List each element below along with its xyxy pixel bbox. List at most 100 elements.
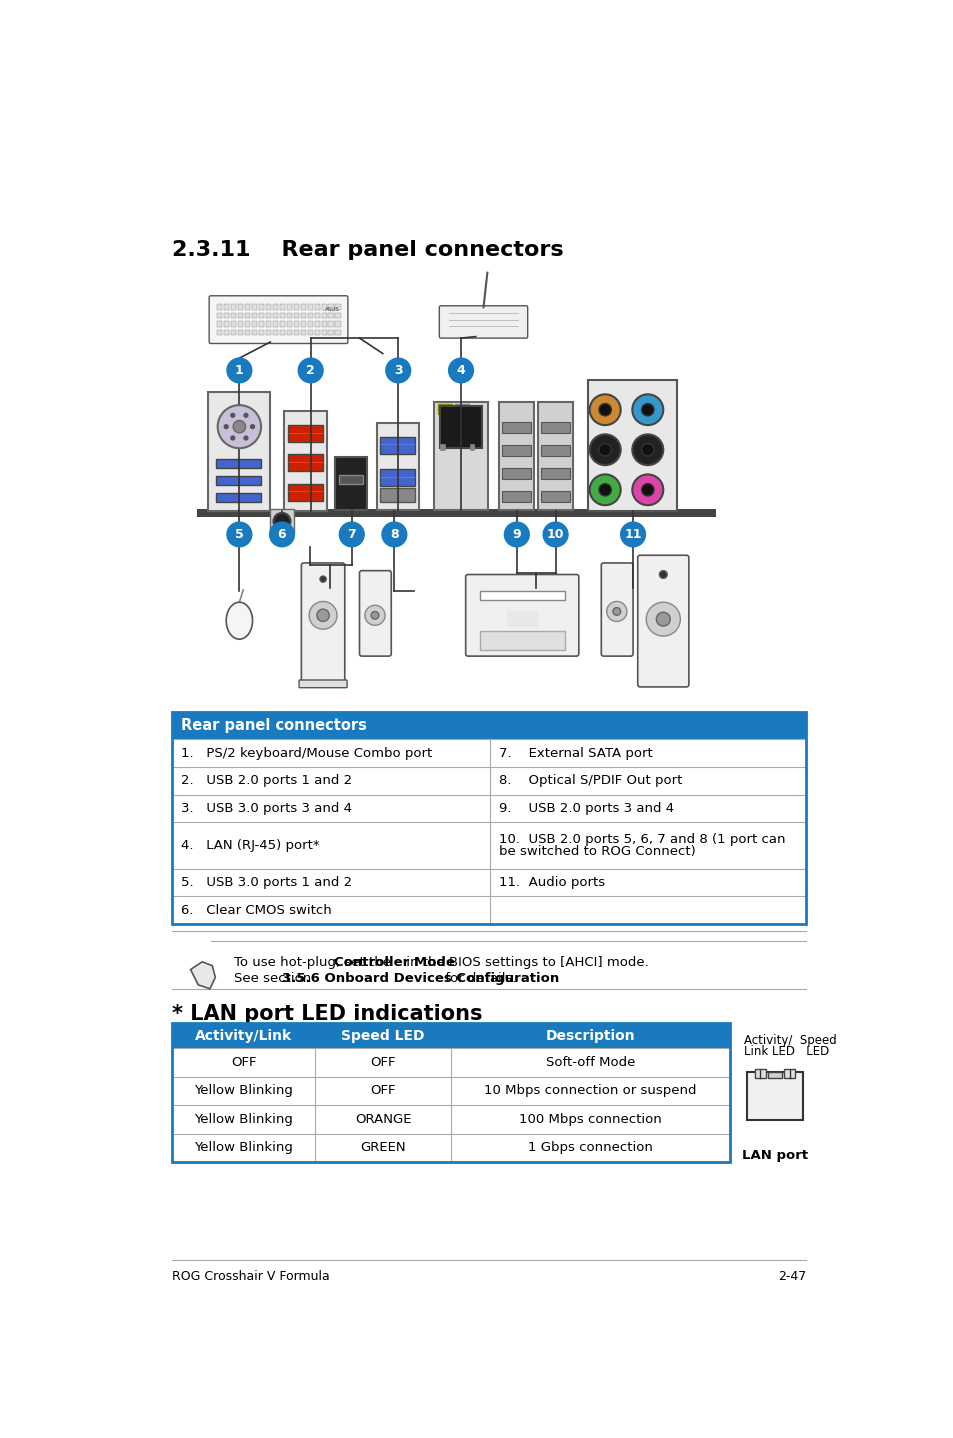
Text: ROG Crosshair V Formula: ROG Crosshair V Formula	[172, 1270, 330, 1283]
Bar	[380, 469, 415, 486]
Polygon shape	[335, 1087, 394, 1099]
Bar	[279, 305, 285, 309]
Bar	[266, 305, 271, 309]
Circle shape	[606, 601, 626, 621]
Bar	[266, 321, 271, 326]
Bar	[172, 1077, 729, 1104]
Bar	[288, 426, 323, 441]
Bar	[434, 403, 488, 510]
Bar	[224, 312, 229, 318]
Bar	[540, 492, 569, 502]
Circle shape	[598, 443, 611, 456]
Bar	[335, 457, 367, 510]
Circle shape	[612, 608, 620, 615]
Text: Activity/Link: Activity/Link	[194, 1028, 292, 1043]
Bar	[279, 321, 285, 326]
Bar	[288, 454, 323, 472]
Bar	[746, 1071, 802, 1120]
Bar	[300, 329, 306, 335]
Bar	[300, 305, 306, 309]
FancyBboxPatch shape	[439, 306, 527, 338]
Bar	[300, 312, 306, 318]
Circle shape	[641, 404, 654, 416]
Bar	[307, 321, 313, 326]
Bar	[501, 469, 530, 479]
Bar	[273, 312, 278, 318]
Bar	[216, 493, 261, 502]
Bar	[328, 305, 334, 309]
Text: OFF: OFF	[370, 1055, 395, 1068]
Bar	[587, 381, 677, 512]
Bar	[294, 321, 298, 326]
Text: 3.5.6 Onboard Devices Configuration: 3.5.6 Onboard Devices Configuration	[281, 972, 558, 985]
Text: Rear panel connectors: Rear panel connectors	[181, 718, 367, 733]
Circle shape	[598, 404, 611, 416]
Bar	[245, 305, 250, 309]
Bar	[455, 404, 468, 414]
Bar	[216, 305, 222, 309]
Text: ORANGE: ORANGE	[355, 1113, 411, 1126]
Circle shape	[365, 605, 385, 626]
Text: 7.    External SATA port: 7. External SATA port	[498, 746, 652, 759]
Text: Soft-off Mode: Soft-off Mode	[545, 1055, 635, 1068]
Text: for details.: for details.	[440, 972, 516, 985]
Bar	[172, 869, 805, 896]
Bar	[172, 766, 805, 795]
Bar	[245, 329, 250, 335]
FancyBboxPatch shape	[209, 296, 348, 344]
Bar	[540, 469, 569, 479]
Bar	[237, 305, 243, 309]
Circle shape	[298, 358, 323, 383]
Bar	[767, 1071, 781, 1078]
Bar	[321, 321, 327, 326]
Bar	[314, 321, 319, 326]
Bar	[501, 492, 530, 502]
Bar	[307, 312, 313, 318]
Circle shape	[270, 522, 294, 546]
Text: OFF: OFF	[231, 1055, 256, 1068]
Text: 7: 7	[347, 528, 355, 541]
Text: Yellow Blinking: Yellow Blinking	[194, 1084, 293, 1097]
Bar	[335, 312, 340, 318]
Text: See section: See section	[233, 972, 315, 985]
Bar	[216, 476, 261, 485]
Text: 6.   Clear CMOS switch: 6. Clear CMOS switch	[181, 903, 332, 916]
Bar	[321, 305, 327, 309]
Bar	[231, 305, 236, 309]
Circle shape	[244, 413, 248, 417]
Bar	[245, 321, 250, 326]
Circle shape	[542, 522, 567, 546]
Bar	[286, 329, 292, 335]
Bar	[273, 329, 278, 335]
Circle shape	[231, 413, 234, 417]
Text: in the BIOS settings to [AHCI] mode.: in the BIOS settings to [AHCI] mode.	[401, 956, 648, 969]
Bar	[335, 305, 340, 309]
Circle shape	[381, 522, 406, 546]
Bar	[172, 1024, 729, 1162]
Text: 11: 11	[623, 528, 641, 541]
Text: To use hot-plug, set the: To use hot-plug, set the	[233, 956, 395, 969]
Text: 9.    USB 2.0 ports 3 and 4: 9. USB 2.0 ports 3 and 4	[498, 802, 674, 815]
Bar	[314, 329, 319, 335]
Text: OFF: OFF	[370, 1084, 395, 1097]
Bar	[224, 321, 229, 326]
Bar	[328, 329, 334, 335]
Text: Description: Description	[545, 1028, 635, 1043]
Bar	[270, 509, 294, 535]
Circle shape	[274, 513, 291, 529]
Text: 3: 3	[394, 364, 402, 377]
Circle shape	[227, 358, 252, 383]
Text: 8: 8	[390, 528, 398, 541]
Bar	[380, 437, 415, 453]
Bar	[172, 1133, 729, 1162]
Bar	[216, 329, 222, 335]
Bar	[537, 403, 572, 510]
Bar	[294, 329, 298, 335]
Circle shape	[656, 613, 670, 626]
Bar	[172, 1024, 729, 1048]
Bar	[380, 489, 415, 502]
Bar	[284, 411, 327, 512]
Bar	[439, 443, 444, 450]
FancyBboxPatch shape	[637, 555, 688, 687]
Bar	[252, 329, 257, 335]
